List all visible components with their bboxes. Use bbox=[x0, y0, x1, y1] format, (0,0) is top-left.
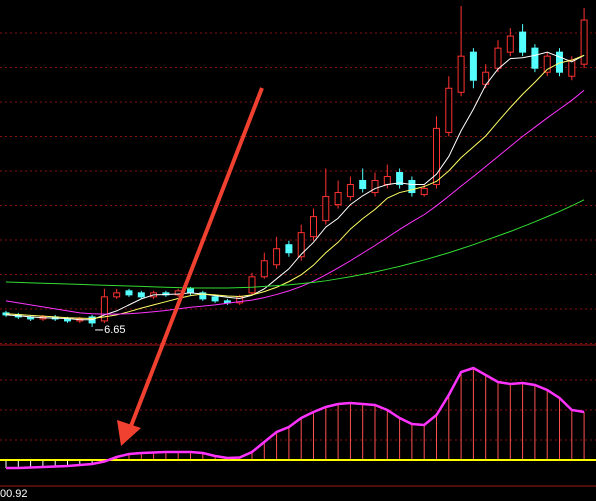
low-annotation: 6.65 bbox=[104, 324, 125, 336]
candle-body bbox=[322, 196, 330, 222]
candle-body bbox=[297, 232, 305, 258]
candle-body bbox=[396, 172, 404, 186]
candle-body bbox=[531, 47, 539, 69]
candle-body bbox=[469, 51, 477, 81]
candle-body bbox=[199, 292, 207, 300]
candle-body bbox=[273, 248, 281, 266]
candle-body bbox=[125, 290, 133, 296]
candle-body bbox=[248, 276, 256, 294]
candle-body bbox=[113, 292, 121, 298]
moving-average bbox=[5, 89, 585, 315]
candle-body bbox=[408, 180, 416, 194]
candle-body bbox=[420, 188, 428, 196]
candle-body bbox=[568, 59, 576, 77]
candle-body bbox=[506, 35, 514, 53]
candle-body bbox=[494, 47, 502, 69]
moving-average bbox=[5, 54, 585, 320]
candle-body bbox=[519, 31, 527, 53]
oscillator-line bbox=[6, 366, 585, 470]
candle-body bbox=[457, 55, 465, 93]
candle-body bbox=[580, 19, 588, 65]
candle-body bbox=[260, 260, 268, 278]
candle-body bbox=[445, 87, 453, 133]
moving-average bbox=[5, 199, 585, 289]
candle-body bbox=[211, 296, 219, 302]
candle-body bbox=[310, 216, 317, 238]
candle-body bbox=[187, 288, 194, 294]
value-annotation: 00.92 bbox=[0, 488, 28, 500]
candle-body bbox=[100, 296, 108, 322]
moving-average bbox=[5, 51, 585, 321]
candle-body bbox=[371, 180, 379, 194]
candle-body bbox=[334, 192, 342, 206]
candle-body bbox=[359, 180, 367, 190]
candle-body bbox=[285, 244, 293, 254]
candle-body bbox=[383, 176, 391, 186]
arrow-head bbox=[117, 420, 141, 446]
red-arrow bbox=[117, 87, 264, 446]
candle-body bbox=[543, 55, 551, 73]
arrow-shaft bbox=[129, 87, 264, 427]
candle-body bbox=[137, 292, 145, 298]
candle-body bbox=[346, 184, 354, 198]
candle-body bbox=[433, 127, 440, 186]
